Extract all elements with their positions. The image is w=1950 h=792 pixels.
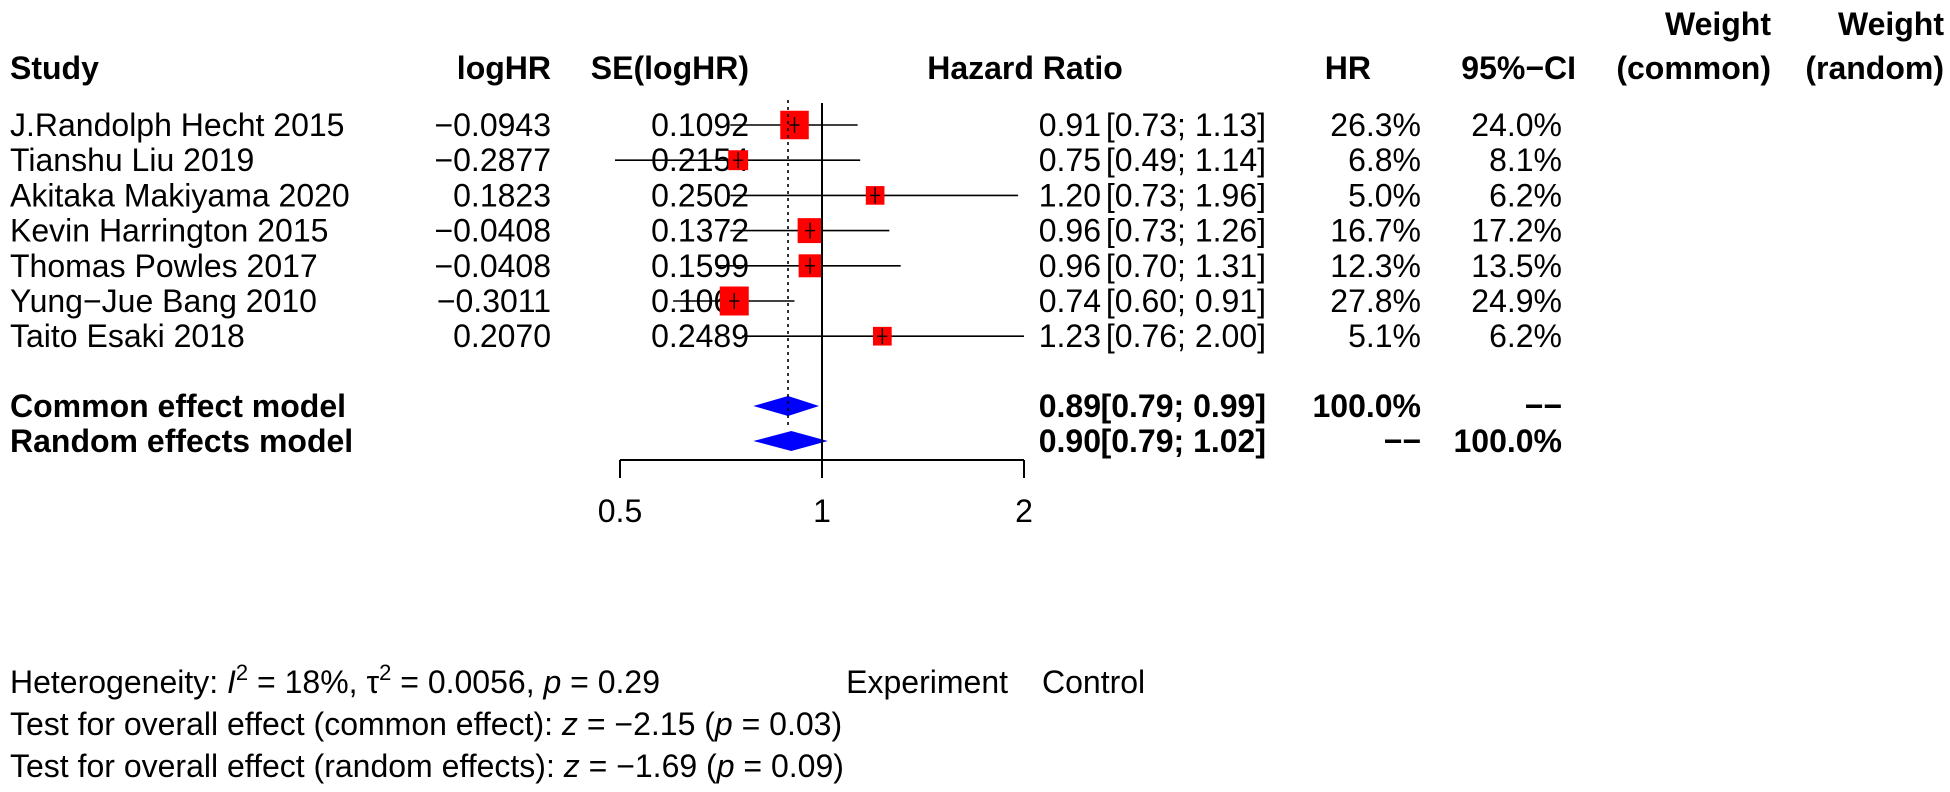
header-weight-common-bottom: (common) (1616, 50, 1771, 86)
x-axis-tick-label: 2 (1015, 493, 1033, 529)
hr-value: 1.23 (1039, 318, 1101, 354)
axis-label-control: Control (1042, 664, 1145, 700)
weight-random-value: 8.1% (1489, 142, 1562, 178)
model-ci-value: [0.79; 0.99] (1101, 388, 1266, 424)
hr-value: 0.91 (1039, 107, 1101, 143)
hr-value: 0.96 (1039, 248, 1101, 284)
model-weight-random: −− (1525, 388, 1562, 424)
weight-random-value: 6.2% (1489, 318, 1562, 354)
model-weight-common: −− (1384, 423, 1421, 459)
header-se: SE(logHR) (591, 50, 749, 86)
loghr-value: −0.0408 (434, 248, 551, 284)
loghr-value: −0.2877 (434, 142, 551, 178)
axis-label-experiment: Experiment (846, 664, 1008, 700)
loghr-value: 0.1823 (453, 177, 551, 213)
footer-stats: Heterogeneity: I2 = 18%, τ2 = 0.0056, p … (10, 660, 844, 784)
header-ci: 95%−CI (1461, 50, 1576, 86)
ci-value: [0.60; 0.91] (1106, 283, 1266, 319)
study-name: Kevin Harrington 2015 (10, 213, 328, 249)
header-weight-random-bottom: (random) (1805, 50, 1944, 86)
study-name: Thomas Powles 2017 (10, 248, 318, 284)
model-hr-value: 0.90 (1039, 423, 1101, 459)
study-name: Yung−Jue Bang 2010 (10, 283, 317, 319)
heterogeneity-text: Heterogeneity: I2 = 18%, τ2 = 0.0056, p … (10, 660, 660, 700)
weight-random-value: 17.2% (1471, 213, 1562, 249)
weight-common-value: 5.0% (1348, 177, 1421, 213)
study-name: Taito Esaki 2018 (10, 318, 245, 354)
weight-random-value: 13.5% (1471, 248, 1562, 284)
weight-common-value: 27.8% (1330, 283, 1421, 319)
ci-value: [0.73; 1.26] (1106, 213, 1266, 249)
weight-common-value: 5.1% (1348, 318, 1421, 354)
weight-random-value: 24.0% (1471, 107, 1562, 143)
test-overall-random-text: Test for overall effect (random effects)… (10, 748, 844, 784)
axis-labels: Experiment Control (846, 664, 1145, 700)
header-weight-random-top: Weight (1838, 6, 1944, 42)
x-axis-tick-label: 1 (813, 493, 831, 529)
ci-value: [0.73; 1.96] (1106, 177, 1266, 213)
weight-common-value: 26.3% (1330, 107, 1421, 143)
summary-diamond (753, 431, 828, 451)
study-name: Akitaka Makiyama 2020 (10, 177, 350, 213)
model-name: Random effects model (10, 423, 353, 459)
model-ci-value: [0.79; 1.02] (1101, 423, 1266, 459)
weight-common-value: 16.7% (1330, 213, 1421, 249)
se-value: 0.2489 (651, 318, 749, 354)
loghr-value: −0.0943 (434, 107, 551, 143)
weight-common-value: 12.3% (1330, 248, 1421, 284)
loghr-value: −0.3011 (437, 283, 551, 319)
header-hazard-ratio: Hazard Ratio (927, 50, 1123, 86)
model-name: Common effect model (10, 388, 346, 424)
hr-value: 1.20 (1039, 177, 1101, 213)
ci-value: [0.76; 2.00] (1106, 318, 1266, 354)
weight-random-value: 24.9% (1471, 283, 1562, 319)
model-weight-common: 100.0% (1312, 388, 1421, 424)
summary-diamond (753, 396, 820, 416)
model-hr-value: 0.89 (1039, 388, 1101, 424)
hr-value: 0.96 (1039, 213, 1101, 249)
hr-value: 0.74 (1039, 283, 1101, 319)
header-study: Study (10, 50, 99, 86)
study-name: J.Randolph Hecht 2015 (10, 107, 344, 143)
header-weight-common-top: Weight (1665, 6, 1771, 42)
ci-value: [0.49; 1.14] (1106, 142, 1266, 178)
column-headers: Study logHR SE(logHR) Hazard Ratio HR 95… (10, 6, 1944, 86)
loghr-value: −0.0408 (434, 213, 551, 249)
ci-value: [0.70; 1.31] (1106, 248, 1266, 284)
header-loghr: logHR (457, 50, 551, 86)
study-rows: J.Randolph Hecht 2015 −0.0943 0.1092 0.91 [0… (10, 107, 1562, 459)
ci-value: [0.73; 1.13] (1106, 107, 1266, 143)
study-name: Tianshu Liu 2019 (10, 142, 254, 178)
plot-area: 0.5 1 2 (598, 100, 1033, 529)
loghr-value: 0.2070 (453, 318, 551, 354)
hr-value: 0.75 (1039, 142, 1101, 178)
model-weight-random: 100.0% (1453, 423, 1562, 459)
weight-random-value: 6.2% (1489, 177, 1562, 213)
weight-common-value: 6.8% (1348, 142, 1421, 178)
header-hr: HR (1325, 50, 1371, 86)
x-axis-tick-label: 0.5 (598, 493, 642, 529)
test-overall-common-text: Test for overall effect (common effect):… (10, 706, 842, 742)
